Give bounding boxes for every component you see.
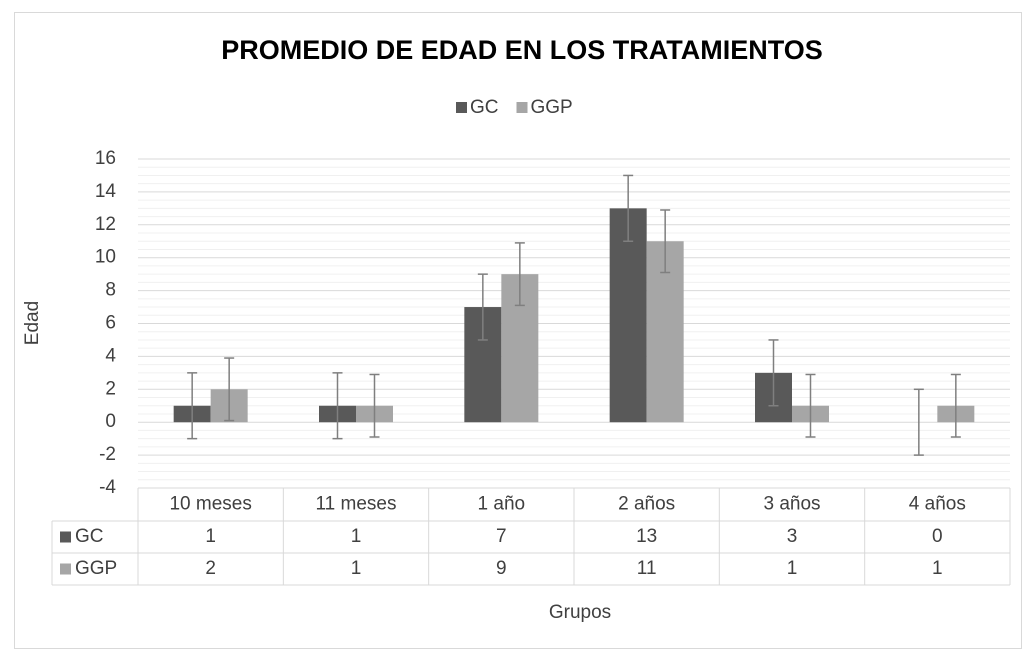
legend-label: GGP <box>531 97 573 118</box>
y-tick-label: 10 <box>95 247 116 268</box>
table-cell: 11 <box>637 558 657 579</box>
table-cell: 0 <box>932 526 943 547</box>
x-tick-label: 2 años <box>618 494 675 515</box>
table-cell: 3 <box>787 526 798 547</box>
y-tick-label: 16 <box>95 148 116 169</box>
table-cell: 1 <box>351 526 362 547</box>
x-tick-label: 3 años <box>763 494 820 515</box>
y-tick-label: 14 <box>95 181 117 202</box>
bar <box>609 208 647 423</box>
table-cell: 13 <box>636 526 657 547</box>
table-series-name: GGP <box>75 558 117 579</box>
legend-key <box>456 102 467 113</box>
y-tick-label: 8 <box>105 280 116 301</box>
error-bar <box>805 373 816 438</box>
x-tick-label: 11 meses <box>316 494 397 515</box>
error-bar <box>332 372 343 440</box>
error-bar <box>187 372 198 440</box>
error-bar <box>768 339 779 407</box>
table-cell: 9 <box>496 558 507 579</box>
chart-title: PROMEDIO DE EDAD EN LOS TRATAMIENTOS <box>221 35 823 65</box>
x-tick-label: 1 año <box>478 494 526 515</box>
table-cell: 7 <box>496 526 507 547</box>
table-cell: 1 <box>351 558 362 579</box>
error-bar <box>369 373 380 438</box>
y-tick-label: -4 <box>99 477 116 498</box>
y-tick-label: 6 <box>105 313 116 334</box>
legend-key <box>516 102 528 113</box>
x-tick-label: 4 años <box>909 494 966 515</box>
x-tick-label: 10 meses <box>169 494 251 515</box>
y-tick-label: 4 <box>105 345 116 366</box>
table-cell: 1 <box>787 558 798 579</box>
error-bar <box>224 357 235 422</box>
y-tick-label: 2 <box>105 378 116 399</box>
error-bar <box>514 242 525 307</box>
table-legend-key <box>60 531 71 543</box>
error-bar <box>950 373 961 438</box>
error-bar <box>477 273 488 341</box>
y-tick-label: -2 <box>99 444 116 465</box>
error-bar <box>913 388 924 456</box>
y-tick-label: 12 <box>95 214 116 235</box>
error-bar <box>660 209 671 274</box>
table-legend-key <box>60 563 71 575</box>
legend-label: GC <box>470 97 499 118</box>
x-axis-label: Grupos <box>549 602 611 623</box>
y-axis-label: Edad <box>22 301 43 345</box>
error-bar <box>623 174 634 242</box>
table-cell: 1 <box>932 558 943 579</box>
table-series-name: GC <box>75 526 104 547</box>
y-tick-label: 0 <box>105 411 116 432</box>
table-cell: 2 <box>205 558 216 579</box>
table-cell: 1 <box>205 526 216 547</box>
